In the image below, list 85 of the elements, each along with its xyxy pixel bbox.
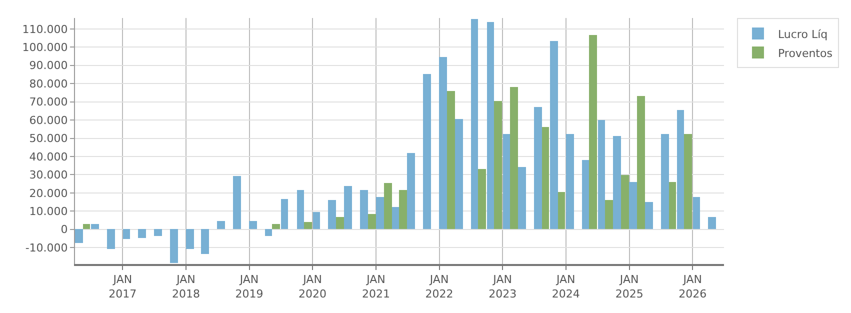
bar [534,107,542,229]
bar [598,120,605,229]
bar [313,212,320,229]
x-tick-label: JAN 2023 [488,273,517,300]
bar [201,229,209,254]
x-tick-label: JAN 2022 [425,273,454,300]
bar [494,101,502,229]
y-tick-label: 100.000 [22,41,68,54]
bar [605,200,613,229]
bar [304,222,312,229]
bar [669,182,676,229]
y-tick-label: 50.000 [29,132,68,146]
bar [138,229,146,238]
bar [360,190,368,229]
bar [637,96,645,229]
bar [399,190,407,229]
bar [83,224,90,229]
bar [376,197,384,229]
x-tick-label: JAN 2026 [678,273,707,300]
bar [487,22,494,229]
bar [439,57,447,229]
y-tick-label: 90.000 [29,59,68,72]
x-tick-label: JAN 2020 [298,273,327,300]
x-tick-label: JAN 2021 [362,273,390,300]
y-tick-label: 70.000 [29,96,68,109]
bar [384,183,392,229]
bar [645,202,653,229]
bar [550,41,558,229]
y-tick-label: 20.000 [29,186,68,200]
x-tick-label: JAN 2025 [615,273,644,300]
y-tick-label: 80.000 [29,77,68,90]
y-tick-label: 0 [60,223,68,236]
bar [217,221,225,229]
bar [123,229,130,239]
bar [677,110,684,229]
bar [107,229,115,249]
x-tick-label: JAN 2017 [108,273,137,300]
y-tick-label: 10.000 [29,205,68,218]
bar [629,182,637,229]
legend-label: Proventos [778,46,833,60]
bar [249,221,257,229]
bar [661,134,669,229]
bar [407,153,415,229]
bar [478,169,486,229]
y-tick-label: 40.000 [29,150,68,164]
bar [91,224,99,229]
bar [186,229,194,249]
y-tick-label: -10.000 [25,241,68,254]
bar [328,200,336,229]
bar [510,87,518,229]
x-tick-label: JAN 2019 [235,273,264,300]
y-tick-label: 110.000 [22,22,68,36]
legend-label: Lucro Líq [778,28,828,41]
bar [621,175,629,229]
bar [708,217,716,229]
y-tick-label: 30.000 [29,168,68,182]
bar [589,35,597,229]
bar [423,74,431,229]
x-tick-label: JAN 2024 [552,273,580,300]
bar [170,229,178,263]
bar [582,160,589,229]
bar [272,224,280,229]
bar [392,207,399,229]
x-tick-label: JAN 2018 [172,273,200,300]
bar [566,134,574,229]
bar [368,214,376,229]
bar [542,127,549,229]
bar [233,176,241,229]
bar [613,136,621,229]
bar [471,19,478,229]
y-tick-label: 60.000 [29,114,68,127]
bar [297,190,304,229]
bar [518,167,526,229]
bar [75,229,83,243]
bar [558,192,565,229]
bar [336,217,344,229]
bar [265,229,272,236]
bar [684,134,692,229]
bar [154,229,162,236]
bar [455,119,463,229]
bar [503,134,510,229]
bar [447,91,455,229]
bar [693,197,700,229]
bar [344,186,352,229]
bar [281,199,288,229]
